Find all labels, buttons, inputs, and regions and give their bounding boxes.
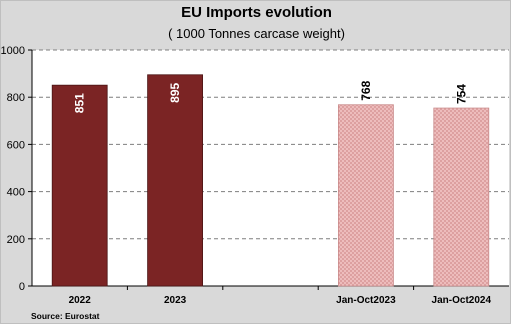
- y-tick-label: 400: [7, 187, 25, 199]
- data-label: 768: [359, 80, 373, 100]
- bar: [337, 104, 394, 287]
- y-tick-label: 1000: [1, 45, 25, 57]
- x-category-label: Jan-Oct2023: [336, 295, 396, 306]
- plot-area: [32, 50, 509, 286]
- chart-subtitle: ( 1000 Tonnes carcase weight): [168, 26, 345, 41]
- chart-title: EU Imports evolution: [181, 4, 332, 21]
- data-label: 851: [73, 93, 87, 113]
- x-category-label: 2022: [69, 295, 92, 306]
- y-tick-label: 800: [7, 92, 25, 104]
- y-tick-label: 600: [7, 139, 25, 151]
- x-category-label: 2023: [164, 295, 187, 306]
- y-tick-label: 200: [7, 234, 25, 246]
- bar: [433, 107, 490, 287]
- x-category-label: Jan-Oct2024: [432, 295, 492, 306]
- data-label: 895: [168, 82, 182, 102]
- chart-source: Source: Eurostat: [31, 311, 100, 321]
- y-tick-label: 0: [19, 281, 25, 293]
- bar: [51, 84, 108, 287]
- data-label: 754: [454, 84, 468, 104]
- bar: [147, 74, 204, 287]
